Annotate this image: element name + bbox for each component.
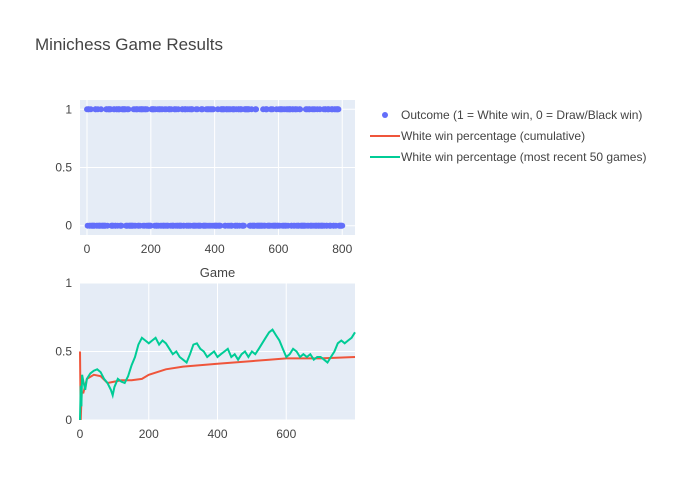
top-xtick-label: 800 bbox=[332, 242, 352, 256]
top-ytick-label: 0.5 bbox=[55, 161, 72, 175]
legend[interactable]: Outcome (1 = White win, 0 = Draw/Black w… bbox=[370, 108, 646, 164]
outcome-point bbox=[339, 222, 346, 229]
legend-marker bbox=[382, 112, 388, 118]
top-xlabel: Game bbox=[200, 265, 235, 280]
top-xtick-label: 600 bbox=[268, 242, 288, 256]
outcome-point bbox=[98, 106, 105, 113]
legend-item[interactable]: Outcome (1 = White win, 0 = Draw/Black w… bbox=[382, 108, 642, 122]
outcome-point bbox=[125, 106, 132, 113]
outcome-point bbox=[335, 106, 342, 113]
bottom-xtick-label: 600 bbox=[276, 427, 296, 441]
bottom-ytick-label: 0 bbox=[65, 413, 72, 427]
top-xtick-label: 0 bbox=[84, 242, 91, 256]
series-line-1 bbox=[79, 328, 356, 421]
outcome-points bbox=[84, 106, 346, 229]
legend-label: White win percentage (most recent 50 gam… bbox=[401, 150, 646, 164]
bottom-ytick-label: 0.5 bbox=[55, 345, 72, 359]
bottom-xtick-label: 0 bbox=[77, 427, 84, 441]
outcome-point bbox=[217, 222, 224, 229]
outcome-point bbox=[210, 106, 217, 113]
plots: 0 200 400 600 800 0 0.5 1 Game 0 200 400 600 0 0.5 1 bbox=[55, 100, 356, 441]
top-ytick-label: 0 bbox=[65, 219, 72, 233]
legend-label: White win percentage (cumulative) bbox=[401, 129, 585, 143]
outcome-point bbox=[118, 222, 125, 229]
bottom-xtick-label: 400 bbox=[207, 427, 227, 441]
chart-title: Minichess Game Results bbox=[35, 35, 223, 54]
legend-item[interactable]: White win percentage (most recent 50 gam… bbox=[370, 150, 646, 164]
legend-label: Outcome (1 = White win, 0 = Draw/Black w… bbox=[401, 108, 642, 122]
top-xtick-label: 400 bbox=[205, 242, 225, 256]
outcome-point bbox=[87, 106, 94, 113]
bottom-ytick-label: 1 bbox=[65, 276, 72, 290]
outcome-point bbox=[253, 106, 260, 113]
outcome-point bbox=[143, 106, 150, 113]
legend-item[interactable]: White win percentage (cumulative) bbox=[370, 129, 585, 143]
outcome-point bbox=[297, 106, 304, 113]
bottom-xtick-label: 200 bbox=[139, 427, 159, 441]
top-ytick-label: 1 bbox=[65, 102, 72, 116]
top-xtick-label: 200 bbox=[141, 242, 161, 256]
outcome-point bbox=[240, 222, 247, 229]
